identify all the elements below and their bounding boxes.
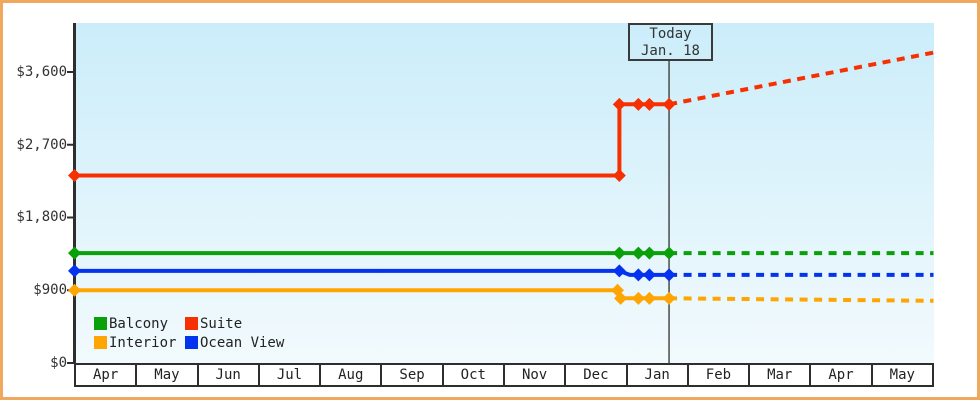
legend-item-suite: Suite — [185, 315, 284, 332]
series-marker-suite — [662, 97, 676, 111]
series-marker-interior — [662, 291, 676, 305]
plot-area — [75, 23, 934, 363]
series-marker-balcony — [612, 246, 626, 260]
month-cell: Feb — [686, 365, 748, 385]
y-axis-ticks — [67, 71, 75, 364]
month-cell: Mar — [748, 365, 809, 385]
y-axis-label: $1,800 — [16, 209, 67, 225]
today-label: Today — [649, 26, 692, 42]
series-marker-suite — [642, 97, 656, 111]
month-cell: May — [870, 365, 932, 385]
series-marker-ocean-view — [662, 268, 676, 282]
legend-label: Ocean View — [200, 334, 285, 351]
month-cell: Jan — [625, 365, 687, 385]
series-marker-balcony — [68, 246, 81, 260]
month-cell: Apr — [809, 365, 870, 385]
legend-swatch-interior — [94, 336, 107, 349]
series-marker-ocean-view — [68, 264, 81, 278]
legend-label: Interior — [109, 334, 177, 351]
series-marker-interior — [631, 291, 645, 305]
month-cell: May — [135, 365, 196, 385]
month-cell: Jul — [257, 365, 319, 385]
y-axis-label: $0 — [50, 355, 67, 371]
x-axis-month-band: Apr May Jun Jul Aug Sep Oct Nov Dec Jan … — [74, 363, 934, 387]
month-cell: Nov — [502, 365, 564, 385]
legend-label: Suite — [200, 315, 243, 332]
month-cell: Oct — [441, 365, 503, 385]
legend-item-ocean-view: Ocean View — [185, 334, 285, 351]
series-marker-suite — [68, 168, 81, 182]
series-marker-suite — [612, 168, 626, 182]
series-marker-suite — [631, 97, 645, 111]
series-marker-balcony — [631, 246, 645, 260]
series-forecast-suite — [668, 50, 934, 107]
month-cell: Sep — [380, 365, 441, 385]
month-cell: Dec — [564, 365, 625, 385]
series-marker-interior — [642, 291, 656, 305]
today-date: Jan. 18 — [640, 43, 700, 59]
month-cell: Jun — [196, 365, 258, 385]
legend-item-interior: Interior — [94, 334, 185, 351]
y-axis-label: $2,700 — [16, 137, 67, 153]
series-forecast-interior — [669, 296, 934, 303]
series-marker-ocean-view — [631, 268, 645, 282]
month-cell: Aug — [319, 365, 380, 385]
today-annotation: Today Jan. 18 — [628, 23, 713, 61]
series-marker-balcony — [662, 246, 676, 260]
legend-swatch-ocean-view — [185, 336, 198, 349]
y-axis-label: $900 — [33, 282, 67, 298]
legend-item-balcony: Balcony — [94, 315, 185, 332]
series-marker-interior — [68, 283, 81, 297]
plot-canvas — [67, 23, 934, 364]
legend-swatch-suite — [185, 317, 198, 330]
series-marker-interior — [614, 291, 628, 305]
series-marker-suite — [612, 97, 626, 111]
legend: Balcony Suite Interior Ocean View — [94, 315, 285, 351]
series-marker-balcony — [642, 246, 656, 260]
legend-swatch-balcony — [94, 317, 107, 330]
series-marker-ocean-view — [642, 268, 656, 282]
series-marker-ocean-view — [612, 264, 626, 278]
month-cell: Apr — [74, 365, 135, 385]
legend-label: Balcony — [109, 315, 169, 332]
y-axis-label: $3,600 — [16, 64, 67, 80]
